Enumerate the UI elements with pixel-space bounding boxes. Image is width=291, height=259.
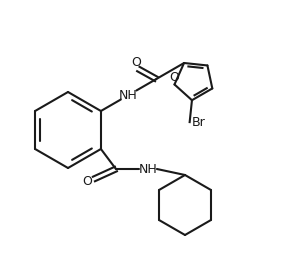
- Text: O: O: [132, 55, 141, 68]
- Text: NH: NH: [119, 89, 138, 102]
- Text: O: O: [82, 175, 92, 188]
- Text: Br: Br: [192, 116, 205, 128]
- Text: O: O: [170, 71, 180, 84]
- Text: NH: NH: [139, 162, 157, 176]
